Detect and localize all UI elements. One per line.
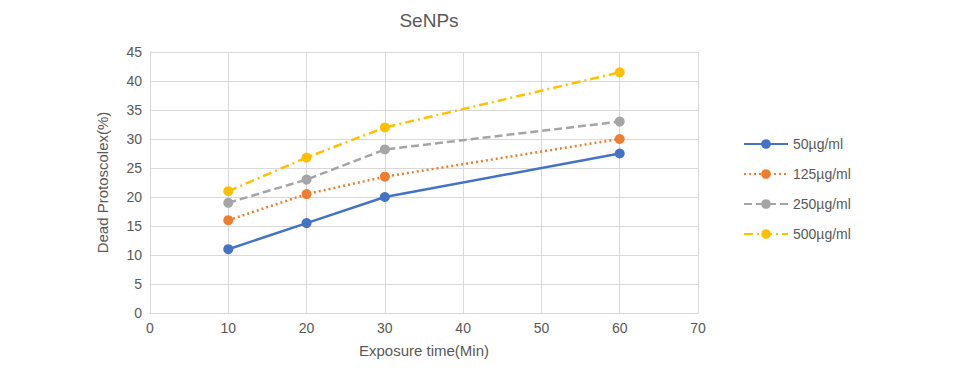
svg-text:50: 50 [534,320,550,336]
svg-text:70: 70 [690,320,706,336]
svg-text:Dead Protoscolex(%): Dead Protoscolex(%) [94,112,111,254]
svg-text:0: 0 [146,320,154,336]
svg-text:20: 20 [126,189,142,205]
svg-text:0: 0 [134,305,142,321]
svg-text:10: 10 [126,247,142,263]
svg-text:Exposure time(Min): Exposure time(Min) [359,342,489,359]
svg-text:25: 25 [126,160,142,176]
svg-text:15: 15 [126,218,142,234]
svg-text:5: 5 [134,276,142,292]
svg-text:500µg/ml: 500µg/ml [793,226,851,242]
svg-text:125µg/ml: 125µg/ml [793,166,851,182]
svg-text:30: 30 [377,320,393,336]
svg-text:35: 35 [126,102,142,118]
svg-text:45: 45 [126,44,142,60]
svg-text:20: 20 [299,320,315,336]
svg-text:SeNPs: SeNPs [399,10,458,31]
svg-text:250µg/ml: 250µg/ml [793,196,851,212]
svg-text:50µg/ml: 50µg/ml [793,136,843,152]
svg-text:40: 40 [126,73,142,89]
svg-text:40: 40 [455,320,471,336]
svg-text:10: 10 [220,320,236,336]
svg-text:60: 60 [612,320,628,336]
svg-text:30: 30 [126,131,142,147]
